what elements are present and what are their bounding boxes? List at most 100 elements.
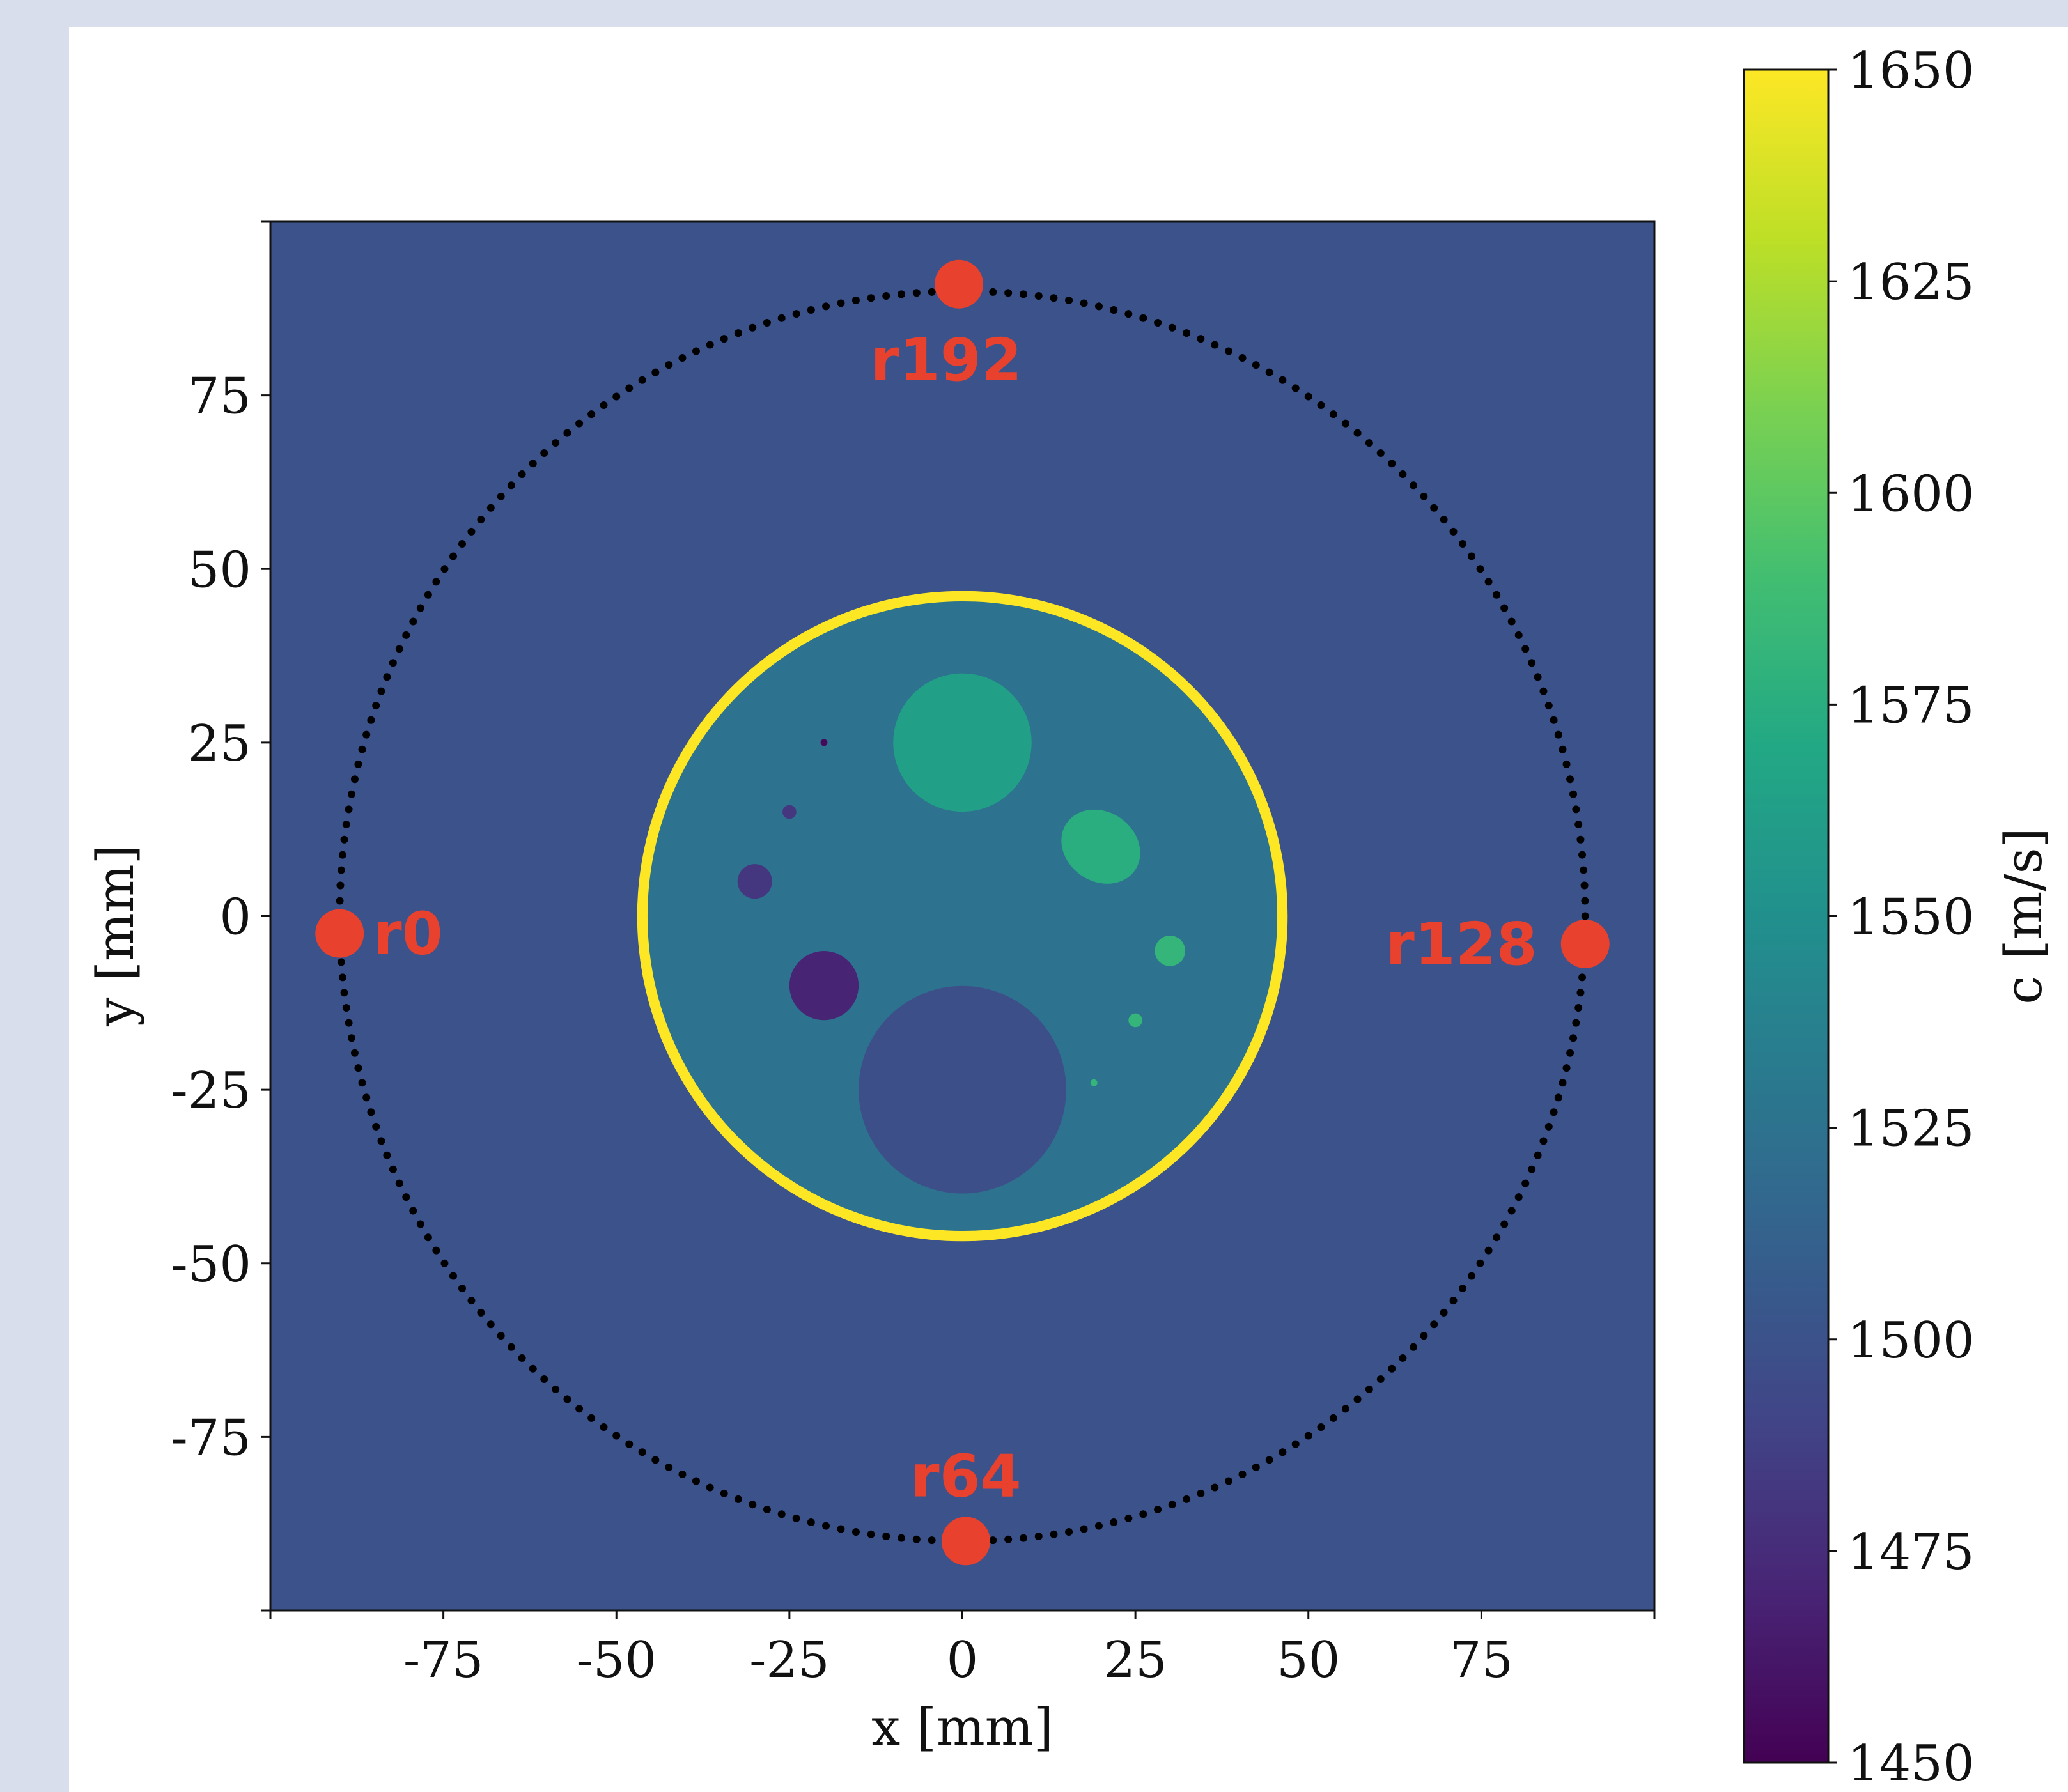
transducer-element <box>1493 1233 1501 1242</box>
transducer-element <box>678 1470 687 1478</box>
transducer-element <box>1110 1518 1118 1527</box>
transducer-element <box>1154 319 1162 327</box>
transducer-element <box>575 1405 584 1413</box>
colorbar-tick-label: 1450 <box>1847 1735 1975 1792</box>
x-axis-label: x [mm] <box>871 1697 1053 1757</box>
transducer-element <box>1004 1535 1013 1543</box>
transducer-element <box>1265 368 1273 376</box>
transducer-element <box>395 1179 403 1187</box>
transducer-element <box>678 354 687 362</box>
transducer-element <box>1528 659 1536 667</box>
transducer-element <box>1572 805 1580 814</box>
transducer-element <box>1539 687 1548 695</box>
transducer-element <box>1317 1423 1325 1431</box>
transducer-element <box>367 1108 375 1116</box>
transducer-element <box>1476 1259 1484 1267</box>
transducer-element <box>1211 1483 1219 1492</box>
receiver-label: r0 <box>373 900 442 968</box>
transducer-element <box>552 1385 560 1393</box>
transducer-element <box>898 1534 906 1542</box>
transducer-element <box>1329 410 1337 419</box>
transducer-element <box>1574 821 1583 829</box>
transducer-element <box>867 1530 875 1538</box>
x-tick-label: -50 <box>576 1632 657 1689</box>
transducer-element <box>706 1483 714 1492</box>
transducer-element <box>424 1233 432 1242</box>
transducer-element <box>1388 1364 1396 1373</box>
transducer-element <box>342 821 350 829</box>
y-tick-label: 50 <box>188 541 251 599</box>
colorbar <box>1743 68 1830 1764</box>
transducer-element <box>338 851 346 859</box>
transducer-element <box>1580 866 1588 874</box>
transducer-element <box>600 401 608 410</box>
transducer-element <box>1124 310 1133 318</box>
transducer-element <box>1365 1385 1373 1393</box>
transducer-element <box>345 805 353 814</box>
transducer-element <box>1562 1064 1571 1072</box>
transducer-element <box>342 1003 350 1012</box>
receiver-marker <box>941 1517 990 1566</box>
transducer-element <box>1507 1207 1516 1215</box>
transducer-element <box>1168 1501 1176 1509</box>
transducer-element <box>912 1535 921 1543</box>
transducer-element <box>449 1272 457 1280</box>
transducer-element <box>1468 552 1476 560</box>
transducer-element <box>1365 439 1373 447</box>
receiver-marker <box>935 259 984 309</box>
transducer-element <box>1476 565 1484 573</box>
transducer-element <box>347 790 355 798</box>
transducer-element <box>362 730 371 739</box>
transducer-element <box>1576 989 1585 997</box>
transducer-element <box>749 323 757 332</box>
transducer-element <box>1291 384 1300 392</box>
transducer-element <box>792 310 800 318</box>
transducer-element <box>477 1308 485 1317</box>
transducer-element <box>486 1320 495 1329</box>
transducer-element <box>563 1395 571 1403</box>
transducer-element <box>625 384 634 392</box>
transducer-element <box>822 302 830 311</box>
transducer-element <box>1578 973 1587 982</box>
transducer-element <box>336 897 344 905</box>
transducer-element <box>336 881 345 890</box>
transducer-element <box>337 866 345 874</box>
transducer-element <box>540 1375 548 1384</box>
transducer-element <box>882 1532 890 1540</box>
transducer-element <box>912 289 921 297</box>
transducer-element <box>402 631 410 639</box>
transducer-element <box>1569 790 1578 798</box>
transducer-element <box>882 292 890 300</box>
transducer-element <box>1211 341 1219 349</box>
transducer-element <box>1544 702 1553 710</box>
transducer-element <box>651 1456 660 1464</box>
transducer-element <box>692 347 700 355</box>
transducer-element <box>898 290 906 298</box>
transducer-element <box>822 1522 830 1530</box>
transducer-element <box>340 989 348 997</box>
transducer-element <box>518 1354 526 1362</box>
receiver-label: r192 <box>870 326 1022 394</box>
x-tick-label: 0 <box>947 1632 979 1689</box>
transducer-element <box>467 1297 476 1305</box>
colorbar-tick-label: 1475 <box>1847 1524 1975 1581</box>
transducer-element <box>402 1193 410 1201</box>
plot-area: r0 r64 r128 r192 <box>270 222 1654 1610</box>
transducer-element <box>1050 294 1058 302</box>
transducer-element <box>1484 1246 1493 1255</box>
transducer-element <box>1225 1477 1233 1485</box>
transducer-element <box>777 314 786 322</box>
transducer-element <box>1539 1137 1548 1145</box>
transducer-element <box>1154 1505 1162 1513</box>
transducer-element <box>440 1259 449 1267</box>
transducer-element <box>1341 1405 1349 1413</box>
transducer-element <box>1252 1463 1260 1471</box>
transducer-element <box>1139 1510 1147 1518</box>
transducer-element <box>1004 289 1013 297</box>
transducer-element <box>1388 460 1396 468</box>
transducer-element <box>692 1477 700 1485</box>
transducer-element <box>389 659 397 667</box>
colorbar-tick-label: 1575 <box>1847 677 1975 734</box>
transducer-element <box>372 702 380 710</box>
transducer-element <box>1554 730 1562 739</box>
